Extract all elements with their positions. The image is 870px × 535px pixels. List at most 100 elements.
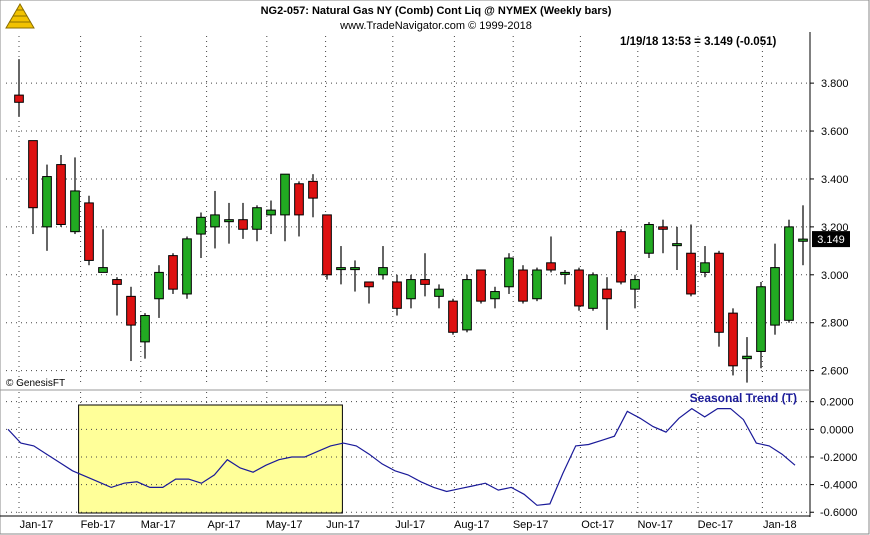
candle-body [784,226,794,321]
candle [672,226,682,270]
candle [742,337,752,383]
candle-body [308,180,318,199]
candle [308,174,318,218]
candle [686,224,696,297]
candle [602,277,612,330]
candle-body [266,209,276,216]
candle-body [700,262,710,273]
candle-body [658,226,668,230]
candle-body [630,279,640,290]
candle-body [210,214,220,228]
candle-body [140,315,150,343]
candle [574,267,584,311]
x-axis: Jan-17 Feb-17 Mar-17 Apr-17 May-17 Jun-17 Jul-… [0,515,810,531]
candle [714,250,724,347]
candle [266,200,276,235]
last-price-tag-bg [812,231,850,248]
candle-body [182,238,192,295]
candle [770,243,780,335]
candle [784,219,794,323]
candle [518,265,528,304]
x-tick-label: Mar-17 [141,519,176,531]
candle-body [420,279,430,285]
price-y-axis: 2.600 2.800 3.000 3.200 3.400 3.600 3.800 [809,32,849,517]
candle-body [350,267,360,271]
x-tick-label: Jul-17 [395,519,425,531]
candle-body [14,94,24,103]
candle-body [294,183,304,216]
candle [644,222,654,259]
x-tick-label: Jan-17 [20,519,54,531]
candle-body [364,281,374,288]
x-tick-label: Apr-17 [207,519,240,531]
price-panel: 2.600 2.800 3.000 3.200 3.400 3.600 3.800 3.14… [6,32,850,517]
candle-body [602,288,612,300]
candle-body [574,269,584,307]
candle [392,274,402,316]
indicator-tick-label: 0.2000 [820,397,854,409]
candle [532,267,542,302]
candle-body [672,243,682,247]
candle-body [644,223,654,254]
x-tick-label: Oct-17 [581,519,614,531]
candle [378,246,388,280]
candle-body [798,238,808,242]
candles [14,59,808,383]
candle-body [84,202,94,261]
candle [700,246,710,278]
candle-body [406,279,416,300]
candle-body [518,269,528,302]
candle [504,253,514,294]
candle-body [280,173,290,216]
candle [280,173,290,242]
candle [798,205,808,266]
watermark: © GenesisFT [6,378,65,389]
indicator-label: Seasonal Trend (T) [690,391,797,405]
indicator-tick-label: -0.4000 [820,480,857,492]
candle-body [126,295,136,326]
candle-body [154,271,164,300]
candle [448,298,458,335]
candle-body [476,269,486,302]
candle-body [224,219,234,223]
candle [350,260,360,292]
candle [490,286,500,309]
price-tick-label: 3.000 [821,270,849,282]
candle-body [434,288,444,297]
seasonal-highlight [78,404,343,514]
candle [182,236,192,299]
candle [196,212,206,259]
candle [560,270,570,285]
candle [728,308,738,376]
candle-body [742,355,752,360]
candle [462,274,472,333]
candle [238,202,248,239]
indicator-tick-label: -0.6000 [820,507,857,519]
seasonal-highlight-box [78,404,343,514]
candle-body [504,257,514,288]
candle [154,265,164,318]
chart-subtitle: www.TradeNavigator.com © 1999-2018 [339,20,532,32]
candle [294,181,304,237]
candle-body [392,281,402,309]
candle-body [252,207,262,230]
x-tick-label: May-17 [266,519,303,531]
candle-body [448,300,458,333]
price-tick-label: 3.400 [821,174,849,186]
candle [546,236,556,273]
candle [112,277,122,316]
x-tick-label: Jun-17 [326,519,360,531]
candle [630,274,640,309]
candle-body [56,164,66,225]
candle [336,246,346,285]
candle-body [560,271,570,275]
candle-body [336,267,346,271]
candle-body [686,252,696,295]
x-tick-label: Dec-17 [698,519,733,531]
candle-body [770,267,780,326]
candle-body [70,190,80,233]
x-tick-label: Jan-18 [763,519,797,531]
candle-body [238,219,248,230]
candle [210,190,220,249]
